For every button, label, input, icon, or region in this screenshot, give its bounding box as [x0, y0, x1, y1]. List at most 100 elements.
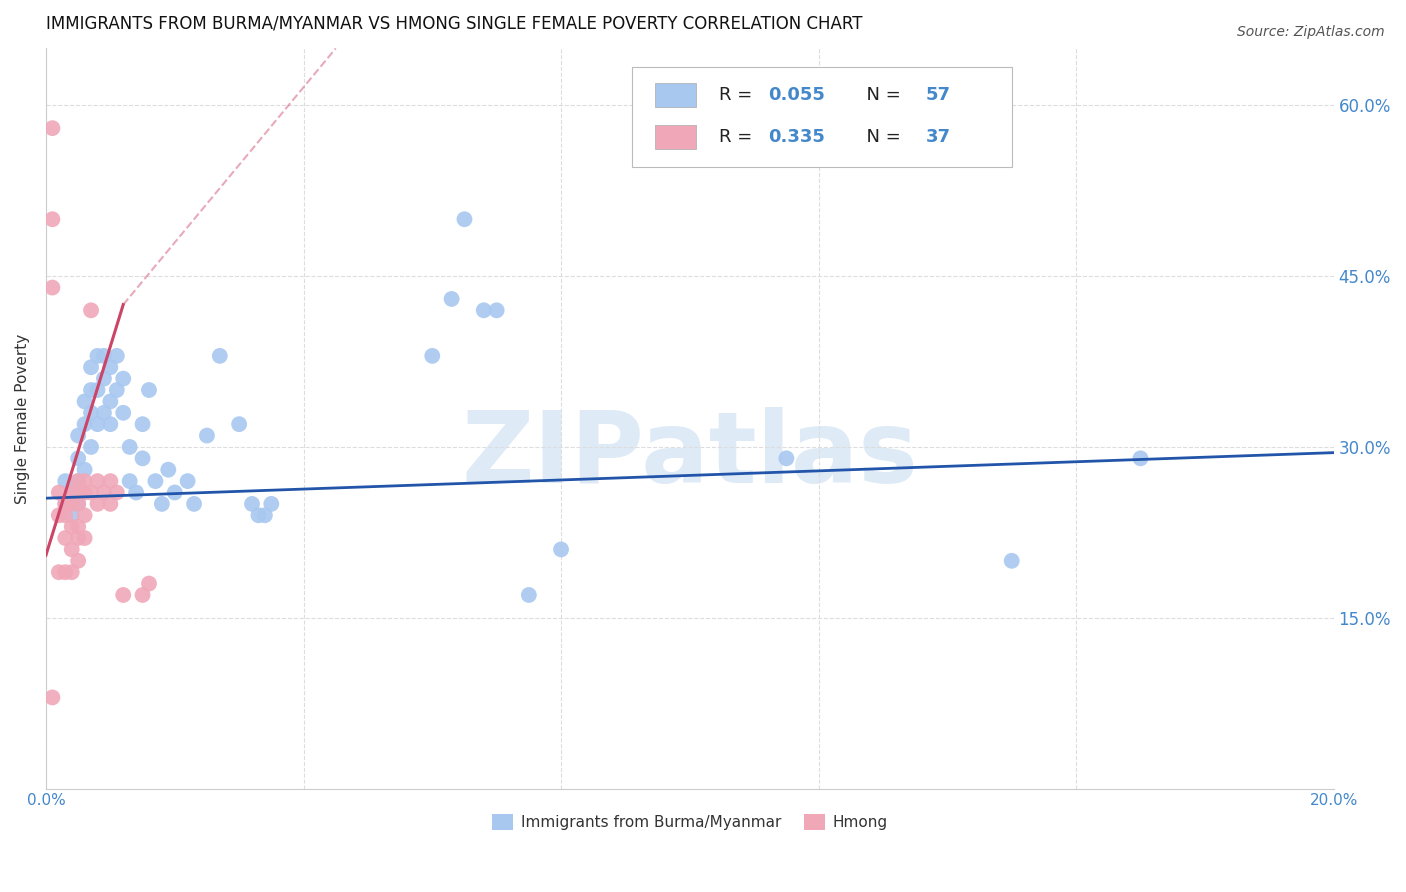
Point [73, 474, 96, 488]
Point [112, 588, 135, 602]
Point [145, 474, 167, 488]
Point [41, 121, 63, 136]
Point [157, 463, 180, 477]
Point [86, 474, 108, 488]
Point [1129, 451, 1152, 466]
Point [86, 497, 108, 511]
Point [53, 531, 76, 545]
Text: R =: R = [720, 86, 758, 104]
Point [453, 212, 475, 227]
Point [67, 531, 90, 545]
Point [86, 349, 108, 363]
Point [253, 508, 276, 523]
Text: R =: R = [720, 128, 758, 146]
Point [80, 383, 103, 397]
Point [105, 383, 128, 397]
Point [775, 451, 797, 466]
Text: 0.055: 0.055 [768, 86, 825, 104]
Text: ZIPatlas: ZIPatlas [461, 407, 918, 504]
Point [420, 349, 443, 363]
Point [138, 383, 160, 397]
Point [260, 497, 283, 511]
Point [517, 588, 540, 602]
Bar [655, 83, 696, 107]
Text: N =: N = [855, 128, 905, 146]
Point [67, 497, 90, 511]
Point [98, 497, 121, 511]
Text: 37: 37 [925, 128, 950, 146]
Point [98, 474, 121, 488]
Point [48, 485, 70, 500]
Point [183, 497, 205, 511]
Point [240, 497, 263, 511]
Point [485, 303, 508, 318]
Point [118, 440, 141, 454]
Point [67, 554, 90, 568]
Point [53, 474, 76, 488]
Point [86, 383, 108, 397]
Point [53, 497, 76, 511]
Point [80, 440, 103, 454]
Point [53, 497, 76, 511]
Point [67, 497, 90, 511]
Point [67, 474, 90, 488]
Point [131, 451, 153, 466]
Point [118, 474, 141, 488]
Point [228, 417, 250, 432]
Point [67, 485, 90, 500]
Point [163, 485, 186, 500]
Point [131, 588, 153, 602]
Point [60, 485, 83, 500]
Text: IMMIGRANTS FROM BURMA/MYANMAR VS HMONG SINGLE FEMALE POVERTY CORRELATION CHART: IMMIGRANTS FROM BURMA/MYANMAR VS HMONG S… [46, 15, 862, 33]
Point [131, 417, 153, 432]
Point [60, 565, 83, 579]
Point [73, 485, 96, 500]
Point [67, 428, 90, 442]
Point [195, 428, 218, 442]
Point [93, 371, 115, 385]
FancyBboxPatch shape [631, 67, 1012, 167]
Point [176, 474, 198, 488]
Y-axis label: Single Female Poverty: Single Female Poverty [15, 334, 30, 504]
Point [112, 371, 135, 385]
Point [60, 519, 83, 533]
Point [1001, 554, 1024, 568]
Point [472, 303, 495, 318]
Point [73, 417, 96, 432]
Point [60, 542, 83, 557]
Point [60, 508, 83, 523]
Point [86, 417, 108, 432]
Point [80, 303, 103, 318]
Point [73, 463, 96, 477]
Point [93, 406, 115, 420]
Point [150, 497, 173, 511]
Point [41, 212, 63, 227]
Point [41, 280, 63, 294]
Point [98, 417, 121, 432]
Point [60, 485, 83, 500]
Point [105, 349, 128, 363]
Point [80, 485, 103, 500]
Point [112, 406, 135, 420]
Point [80, 406, 103, 420]
Text: 0.335: 0.335 [768, 128, 825, 146]
Point [73, 394, 96, 409]
Text: 57: 57 [925, 86, 950, 104]
Point [440, 292, 463, 306]
Point [60, 497, 83, 511]
Point [73, 531, 96, 545]
Text: Source: ZipAtlas.com: Source: ZipAtlas.com [1237, 25, 1385, 39]
Point [98, 360, 121, 375]
Point [67, 451, 90, 466]
Bar [655, 126, 696, 149]
Point [48, 565, 70, 579]
Point [48, 508, 70, 523]
Point [138, 576, 160, 591]
Point [80, 360, 103, 375]
Point [550, 542, 572, 557]
Point [247, 508, 270, 523]
Point [125, 485, 148, 500]
Point [41, 690, 63, 705]
Legend: Immigrants from Burma/Myanmar, Hmong: Immigrants from Burma/Myanmar, Hmong [485, 808, 894, 837]
Point [73, 508, 96, 523]
